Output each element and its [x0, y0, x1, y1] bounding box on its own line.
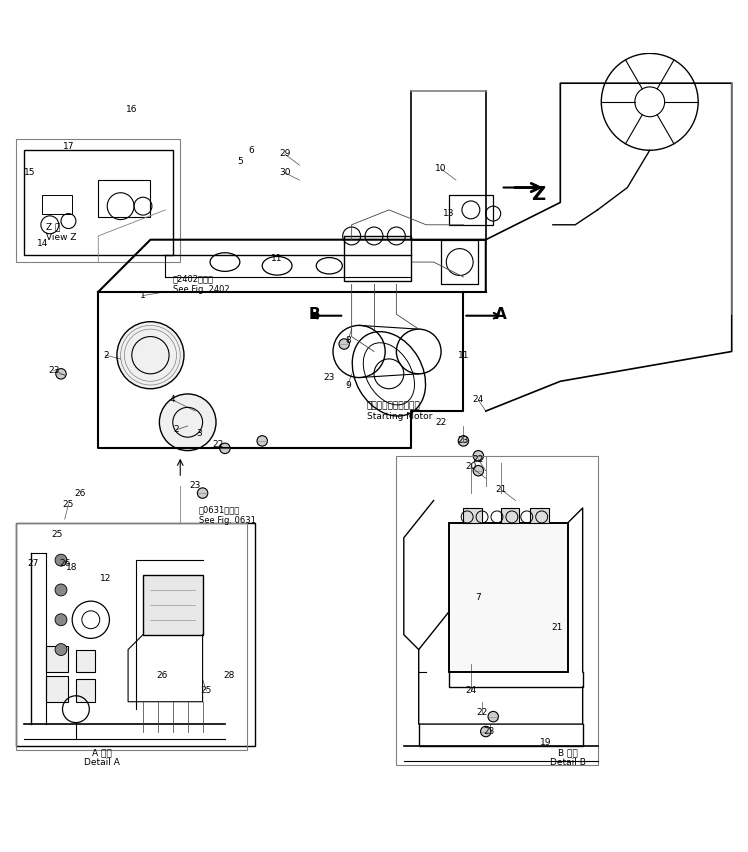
- Text: 5: 5: [237, 157, 243, 166]
- Text: 25: 25: [63, 500, 74, 509]
- Text: 6: 6: [248, 146, 254, 155]
- Bar: [344, 236, 411, 280]
- Text: 28: 28: [223, 671, 234, 680]
- Text: 8: 8: [345, 336, 351, 345]
- Text: 27: 27: [27, 560, 38, 568]
- Bar: [441, 239, 478, 285]
- Text: 1: 1: [140, 291, 146, 300]
- Text: 第2402図参照
See Fig. 2402: 第2402図参照 See Fig. 2402: [173, 274, 230, 294]
- Bar: [500, 508, 519, 523]
- Text: Z 視
View Z: Z 視 View Z: [46, 222, 76, 242]
- Bar: [98, 180, 150, 217]
- Bar: [143, 575, 203, 635]
- Bar: [46, 646, 69, 672]
- Circle shape: [488, 711, 498, 722]
- Bar: [16, 523, 248, 750]
- Text: 7: 7: [476, 593, 481, 602]
- Circle shape: [220, 443, 230, 453]
- Circle shape: [473, 451, 483, 461]
- Bar: [76, 679, 94, 702]
- Text: 11: 11: [272, 254, 283, 262]
- Text: 10: 10: [435, 164, 447, 174]
- Text: 17: 17: [63, 142, 74, 151]
- Circle shape: [339, 339, 349, 349]
- Text: 3: 3: [196, 429, 202, 438]
- Bar: [16, 523, 255, 746]
- Text: 30: 30: [279, 168, 290, 177]
- Text: 25: 25: [52, 530, 63, 538]
- Text: A: A: [495, 307, 506, 322]
- Text: Z: Z: [531, 186, 545, 204]
- Text: 23: 23: [458, 436, 469, 446]
- Text: 15: 15: [24, 168, 35, 177]
- Text: 24: 24: [473, 395, 484, 405]
- Circle shape: [55, 643, 67, 655]
- Text: 2: 2: [174, 425, 180, 435]
- Bar: [24, 150, 173, 255]
- Circle shape: [159, 394, 216, 451]
- Circle shape: [55, 613, 67, 625]
- Text: 16: 16: [126, 105, 138, 114]
- Text: 13: 13: [443, 209, 454, 218]
- Text: 9: 9: [345, 381, 351, 389]
- Bar: [464, 508, 482, 523]
- Text: 23: 23: [484, 727, 495, 736]
- Text: 22: 22: [473, 455, 484, 464]
- Circle shape: [459, 435, 469, 446]
- Circle shape: [197, 488, 208, 498]
- Text: 21: 21: [495, 485, 506, 494]
- Text: 4: 4: [170, 395, 176, 405]
- Bar: [43, 195, 73, 214]
- Text: 22: 22: [435, 417, 447, 427]
- Text: 23: 23: [48, 366, 59, 375]
- Text: 26: 26: [59, 560, 70, 568]
- Text: 26: 26: [156, 671, 168, 680]
- Text: 19: 19: [539, 738, 551, 747]
- Text: 22: 22: [212, 440, 223, 449]
- Bar: [449, 523, 568, 672]
- Circle shape: [473, 465, 483, 476]
- Bar: [76, 649, 94, 672]
- Circle shape: [480, 726, 491, 737]
- Text: B 詳細
Detail B: B 詳細 Detail B: [550, 748, 586, 768]
- Text: スターティングモータ
Starting Motor: スターティングモータ Starting Motor: [367, 401, 432, 421]
- Text: 18: 18: [67, 563, 78, 572]
- Text: 22: 22: [476, 708, 488, 717]
- Text: 23: 23: [324, 373, 335, 382]
- Text: 2: 2: [103, 351, 108, 360]
- Text: 29: 29: [279, 149, 290, 158]
- Text: A 詳細
Detail A: A 詳細 Detail A: [84, 748, 120, 768]
- Circle shape: [55, 554, 67, 566]
- Text: 21: 21: [551, 623, 562, 631]
- Circle shape: [117, 322, 184, 389]
- Text: B: B: [309, 307, 320, 322]
- Text: 25: 25: [200, 686, 212, 695]
- Bar: [396, 456, 598, 765]
- Bar: [449, 195, 493, 225]
- Text: 20: 20: [465, 463, 476, 471]
- Text: 14: 14: [37, 239, 48, 248]
- Text: 12: 12: [100, 574, 111, 584]
- Bar: [46, 676, 69, 702]
- Text: 11: 11: [458, 351, 469, 360]
- Bar: [16, 139, 180, 262]
- Bar: [449, 523, 568, 672]
- Text: 24: 24: [465, 686, 476, 695]
- Bar: [530, 508, 549, 523]
- Circle shape: [257, 435, 268, 446]
- Text: 23: 23: [189, 481, 200, 490]
- Circle shape: [56, 369, 67, 379]
- Text: 第0631図参照
See Fig. 0631: 第0631図参照 See Fig. 0631: [199, 506, 256, 525]
- Text: 26: 26: [74, 488, 85, 498]
- Circle shape: [55, 584, 67, 596]
